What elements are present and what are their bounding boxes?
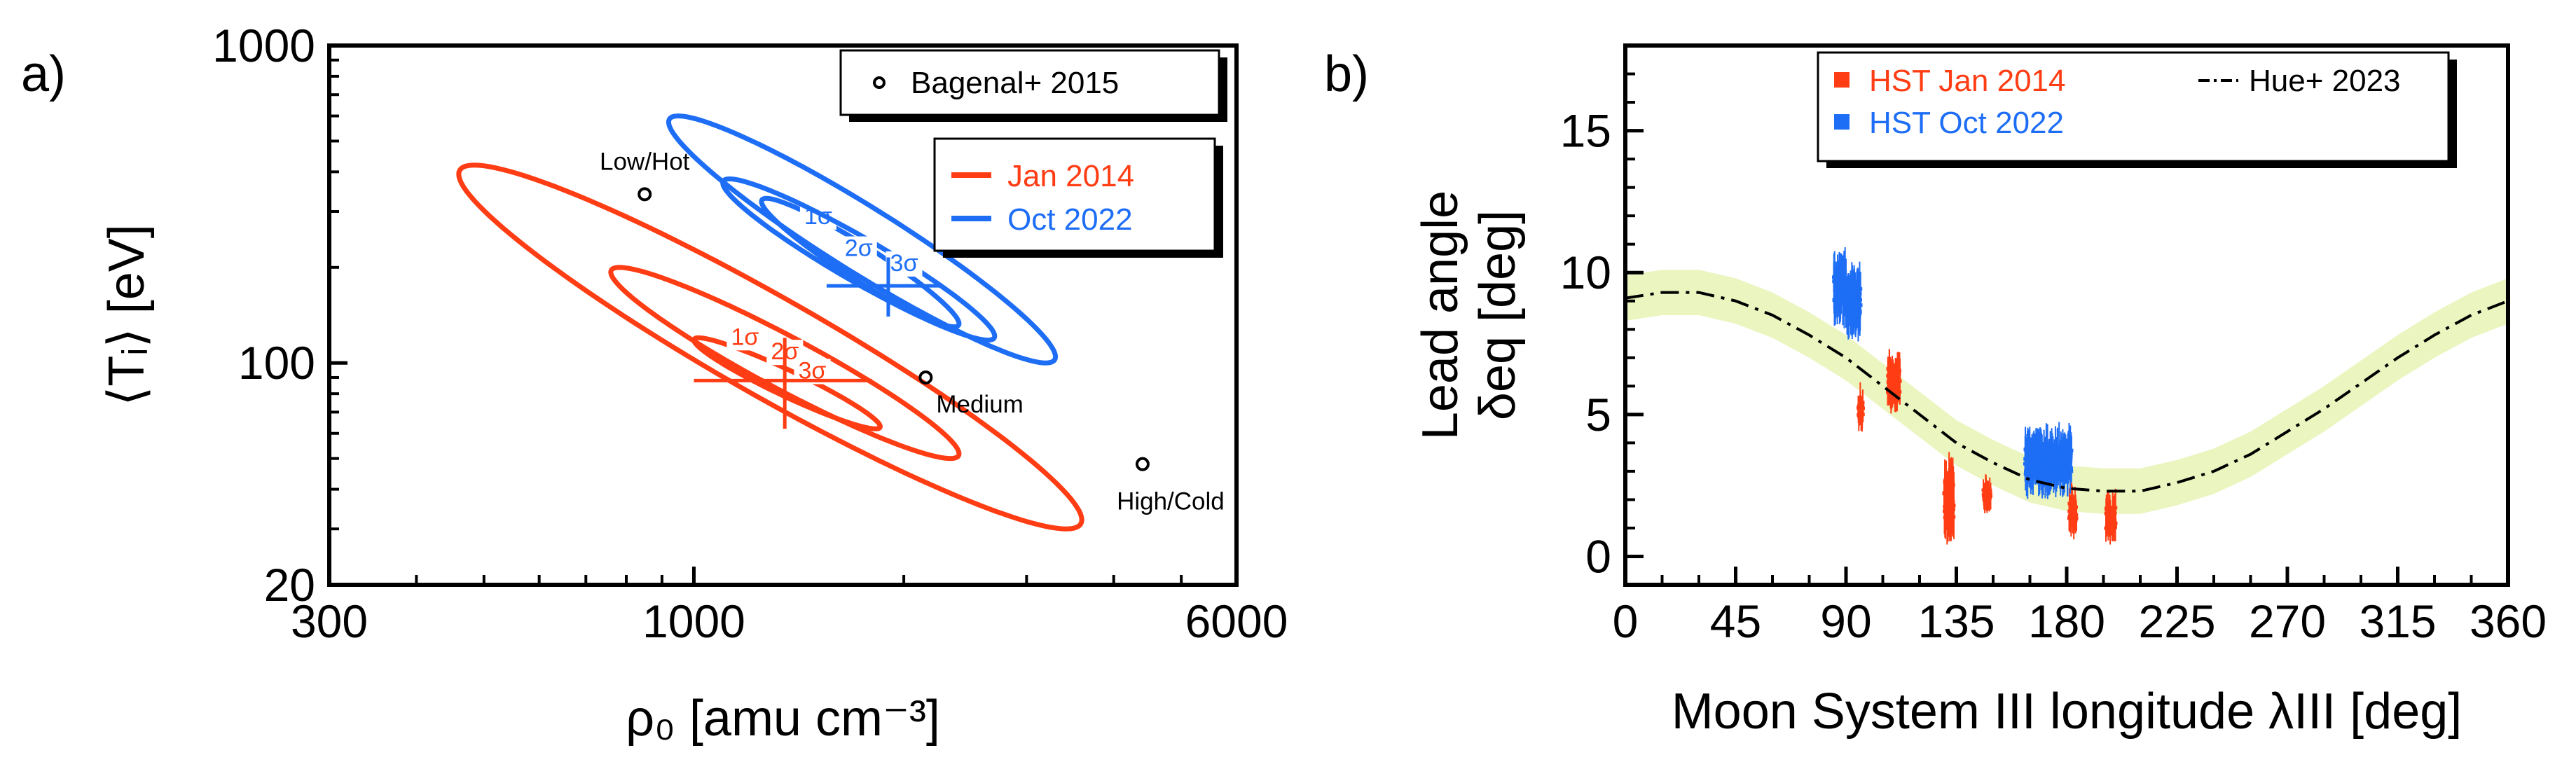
data-point [1859, 303, 1863, 307]
y-tick-label: 100 [238, 337, 315, 389]
y-tick-label: 1000 [212, 20, 315, 71]
x-axis-label: Moon System III longitude λIII [deg] [1672, 684, 2463, 740]
data-point [1854, 314, 1859, 318]
reference-point-marker [638, 187, 652, 202]
model-uncertainty-band [1625, 270, 2508, 514]
legend-entry-label: Jan 2014 [1007, 159, 1134, 193]
legend-marker-square [1834, 72, 1850, 88]
data-point [1989, 494, 1992, 498]
y-axis-label: ⟨Tᵢ⟩ [eV] [99, 224, 155, 406]
x-tick-label: 225 [2138, 595, 2215, 647]
x-tick-label: 6000 [1185, 595, 1288, 647]
x-tick-label: 180 [2028, 595, 2105, 647]
panel-a-label: a) [21, 46, 66, 102]
contour-level-label: 1σ [731, 324, 759, 350]
data-point [1898, 379, 1902, 383]
x-tick-label: 135 [1917, 595, 1995, 647]
legend: HST Jan 2014 HST Oct 2022 Hue+ 2023 [1817, 51, 2457, 168]
y-axis-label-line1: Lead angle [1412, 190, 1468, 440]
contour-level-label: 2σ [845, 235, 873, 262]
legend-marker-open-circle [873, 76, 886, 89]
data-point [2055, 471, 2059, 475]
y-tick-label: 10 [1560, 247, 1611, 298]
x-tick-label: 45 [1710, 595, 1761, 647]
data-point [2069, 448, 2074, 452]
contour-label-bg [840, 236, 877, 262]
x-tick-label: 1000 [642, 595, 745, 647]
model-line-hue-2023 [1625, 291, 2509, 493]
reference-point-marker [1135, 457, 1150, 471]
x-tick-label: 270 [2249, 595, 2326, 647]
reference-point-marker [918, 370, 933, 384]
reference-point-label: Medium [936, 391, 1023, 418]
series-hst-jan-2014 [1857, 349, 2118, 545]
contour-level-label: 3σ [890, 250, 918, 277]
data-point [2037, 450, 2041, 455]
y-tick-label: 5 [1585, 389, 1611, 441]
x-tick-label: 315 [2359, 595, 2436, 647]
legend-box [933, 137, 1216, 252]
data-point [2114, 506, 2118, 510]
legend-contours: Jan 2014 Oct 2022 [933, 137, 1223, 258]
y-tick-label: 0 [1585, 530, 1611, 582]
panel-b-label: b) [1324, 46, 1369, 102]
data-point [1952, 504, 1956, 508]
legend-entry-label: Hue+ 2023 [2249, 64, 2401, 98]
y-tick-label: 20 [264, 559, 315, 611]
data-point [2074, 516, 2079, 520]
contour-oct2022-3sigma [666, 113, 1059, 366]
x-tick-label: 90 [1820, 595, 1871, 647]
legend-entry-label: HST Jan 2014 [1869, 64, 2065, 98]
legend-box [839, 49, 1220, 116]
contour-label-bg [886, 251, 923, 277]
chart-a: 300 1000 6000 20 100 1000 ρ₀ [amu cm⁻³] ⟨Tᵢ⟩ [e… [99, 20, 1288, 747]
data-point [1985, 490, 1990, 494]
data-point [1861, 406, 1865, 410]
legend-box [1817, 51, 2450, 162]
contour-jan2014-2sigma [608, 265, 962, 462]
plot-frame [1623, 43, 2510, 587]
y-tick-label: 15 [1560, 105, 1611, 157]
data-point [2114, 521, 2118, 525]
reference-point-label: Low/Hot [600, 148, 690, 175]
reference-point-label: High/Cold [1117, 488, 1225, 515]
data-point [2069, 469, 2074, 473]
contour-oct2022-1sigma [759, 195, 962, 330]
x-tick-label: 300 [291, 595, 368, 647]
x-tick-label: 0 [1613, 595, 1639, 647]
data-point [1840, 298, 1845, 302]
legend-entry-label: HST Oct 2022 [1869, 106, 2064, 140]
x-tick-label: 360 [2470, 595, 2547, 647]
contour-label-bg [726, 325, 764, 351]
legend-marker-square [1834, 114, 1850, 130]
legend-markers: Bagenal+ 2015 [839, 49, 1227, 122]
chart-b: 0 45 90 135 180 225 270 315 360 0 5 10 15 Moon System… [1412, 43, 2547, 740]
x-axis-label: ρ₀ [amu cm⁻³] [626, 691, 940, 747]
y-axis-label-line2: δeq [deg] [1470, 210, 1526, 420]
data-point [1859, 287, 1863, 291]
legend-entry-label: Bagenal+ 2015 [911, 66, 1119, 100]
legend-entry-label: Oct 2022 [1007, 202, 1133, 237]
plot-frame [327, 43, 1239, 587]
